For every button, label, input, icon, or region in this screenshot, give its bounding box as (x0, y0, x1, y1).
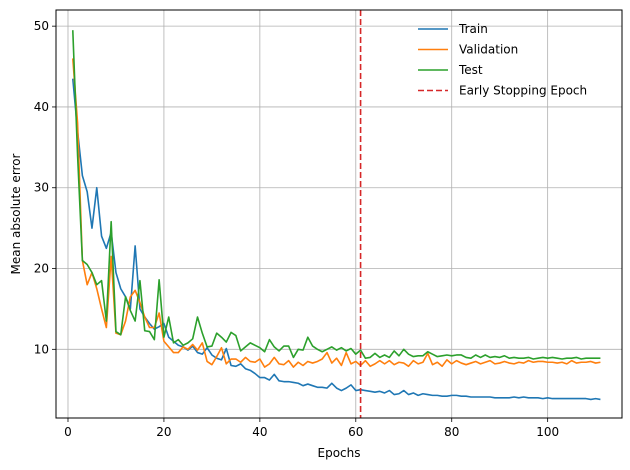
x-tick-label: 80 (444, 425, 459, 439)
y-tick-label: 50 (34, 19, 49, 33)
legend-label: Validation (459, 43, 518, 57)
plot-frame (55, 9, 623, 419)
series-layer (71, 30, 601, 401)
legend-label: Train (458, 22, 488, 36)
series-line-validation (71, 58, 601, 368)
y-tick-label: 40 (34, 100, 49, 114)
x-tick-label: 60 (348, 425, 363, 439)
series-line-test (71, 30, 601, 360)
y-axis-ticks: 10 20 30 40 50 (34, 19, 56, 356)
legend: Train Validation Test Early Stopping Epoch (418, 22, 587, 98)
y-tick-label: 10 (34, 342, 49, 356)
x-axis-ticks: 0 20 40 60 80 100 (64, 418, 559, 439)
x-tick-label: 40 (252, 425, 267, 439)
y-axis-label: Mean absolute error (9, 153, 23, 274)
x-tick-label: 20 (156, 425, 171, 439)
grid (56, 10, 622, 418)
x-tick-label: 100 (536, 425, 559, 439)
y-tick-label: 20 (34, 262, 49, 276)
y-tick-label: 30 (34, 181, 49, 195)
legend-label: Early Stopping Epoch (459, 84, 587, 98)
x-axis-label: Epochs (318, 446, 361, 460)
x-tick-label: 0 (64, 425, 72, 439)
legend-label: Test (458, 63, 483, 77)
